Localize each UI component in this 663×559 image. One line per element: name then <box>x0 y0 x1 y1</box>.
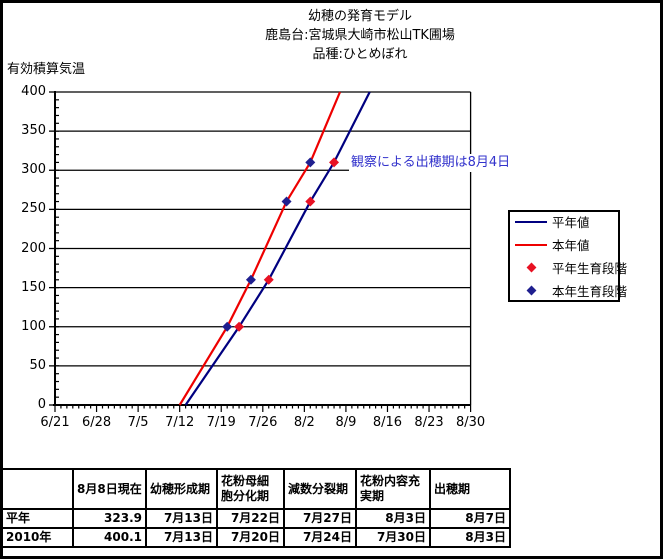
legend-label: 平年生育段階 <box>552 261 628 276</box>
x-tick-label: 7/26 <box>248 415 278 430</box>
x-tick-label: 8/9 <box>335 415 357 430</box>
legend-label: 平年値 <box>552 215 590 230</box>
y-tick-label: 300 <box>21 162 46 178</box>
growth-stage-table: 8月8日現在 幼穂形成期 花粉母細胞分化期 減数分裂期 花粉内容充実期 出穂期 … <box>1 468 511 548</box>
diamond-marker-icon <box>510 262 552 273</box>
line-sample-icon <box>510 220 552 223</box>
diamond-marker-icon <box>510 285 552 296</box>
header-cell-stage2: 花粉母細胞分化期 <box>216 468 285 510</box>
table-cell: 7月24日 <box>283 527 357 548</box>
legend-label: 本年値 <box>552 238 590 253</box>
line-sample-icon <box>510 243 552 246</box>
plot-area <box>49 91 472 412</box>
table-cell: 400.1 <box>72 527 147 548</box>
header-cell-stage5: 出穂期 <box>429 468 511 510</box>
header-cell-stage4: 花粉内容充実期 <box>355 468 431 510</box>
x-tick-label: 6/21 <box>40 415 70 430</box>
chart-title-line1: 幼穂の発育モデル <box>307 9 412 24</box>
y-tick-label: 100 <box>21 318 46 334</box>
row-label: 平年 <box>1 508 74 529</box>
legend-item-heinen-line: 平年値 <box>510 213 618 231</box>
x-tick-label: 8/30 <box>455 415 486 430</box>
y-tick-label: 50 <box>29 357 46 373</box>
y-tick-label: 0 <box>37 397 46 412</box>
y-tick-label: 200 <box>21 240 46 256</box>
header-cell-stage1: 幼穂形成期 <box>145 468 218 510</box>
table-cell: 7月20日 <box>216 527 285 548</box>
table-cell: 7月27日 <box>283 508 357 529</box>
table-cell: 8月3日 <box>429 527 511 548</box>
chart-title-line3: 品種:ひとめぼれ <box>312 47 408 62</box>
table-cell: 8月7日 <box>429 508 511 529</box>
header-cell-empty <box>1 468 74 510</box>
chart-title: 幼穂の発育モデル 鹿島台:宮城県大崎市松山TK圃場 品種:ひとめぼれ <box>60 7 660 64</box>
table-row-heinen: 平年 323.9 7月13日 7月22日 7月27日 8月3日 8月7日 <box>1 508 511 529</box>
heading-date-annotation: 観察による出穂期は8月4日 <box>349 154 513 172</box>
legend-item-heinen-stage: 平年生育段階 <box>510 259 627 277</box>
table-header-row: 8月8日現在 幼穂形成期 花粉母細胞分化期 減数分裂期 花粉内容充実期 出穂期 <box>1 468 511 510</box>
header-cell-current: 8月8日現在 <box>72 468 147 510</box>
chart-title-line2: 鹿島台:宮城県大崎市松山TK圃場 <box>265 28 455 43</box>
table-cell: 8月3日 <box>355 508 431 529</box>
legend-label: 本年生育段階 <box>552 284 628 299</box>
x-tick-label: 7/19 <box>206 415 236 430</box>
x-tick-label: 7/12 <box>165 415 195 430</box>
x-tick-label: 7/5 <box>127 415 149 430</box>
x-tick-label: 6/28 <box>81 415 112 430</box>
legend-item-honnen-line: 本年値 <box>510 236 618 254</box>
table-cell: 7月13日 <box>145 508 218 529</box>
table-cell: 323.9 <box>72 508 147 529</box>
legend-item-honnen-stage: 本年生育段階 <box>510 282 627 300</box>
legend: 平年値 本年値 平年生育段階 本年生育段階 <box>508 210 627 302</box>
row-label: 2010年 <box>1 527 74 548</box>
y-tick-label: 250 <box>21 201 46 217</box>
y-tick-label: 400 <box>21 84 46 99</box>
y-axis-title: 有効積算気温 <box>7 62 86 77</box>
table-cell: 7月22日 <box>216 508 285 529</box>
header-cell-stage3: 減数分裂期 <box>283 468 357 510</box>
y-tick-label: 150 <box>21 279 46 295</box>
y-tick-label: 350 <box>21 123 46 139</box>
x-tick-label: 8/16 <box>372 415 403 430</box>
table-row-2010: 2010年 400.1 7月13日 7月20日 7月24日 7月30日 8月3日 <box>1 527 511 548</box>
x-tick-label: 8/23 <box>414 415 444 430</box>
x-tick-label: 8/2 <box>293 415 315 430</box>
table-cell: 7月30日 <box>355 527 431 548</box>
table-cell: 7月13日 <box>145 527 218 548</box>
